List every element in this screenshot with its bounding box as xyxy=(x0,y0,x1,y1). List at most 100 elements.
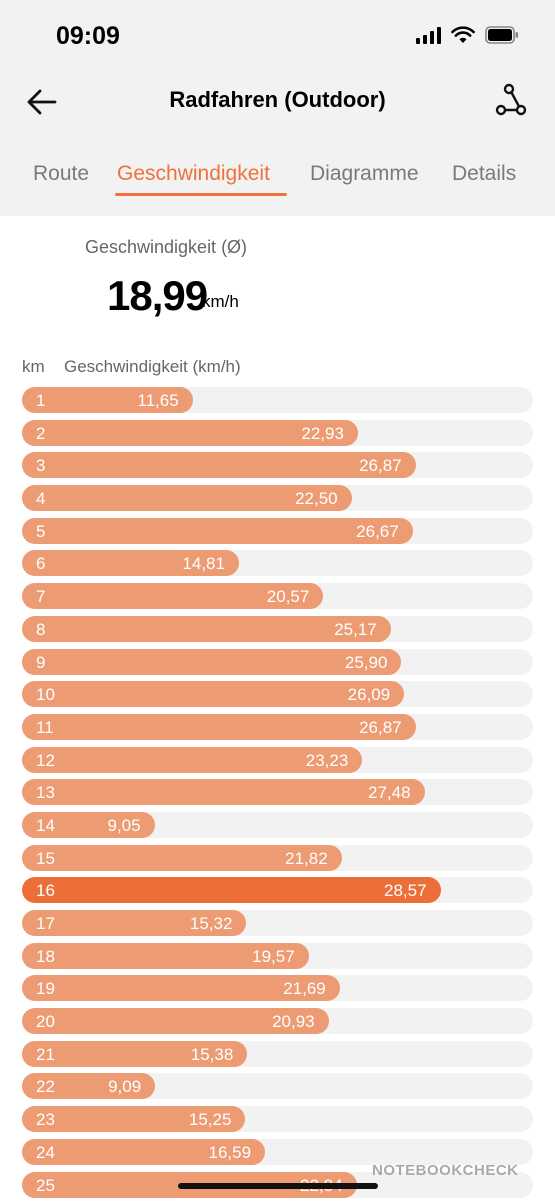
km-label: 21 xyxy=(36,1044,55,1064)
page-title: Radfahren (Outdoor) xyxy=(169,87,386,112)
speed-value: 26,87 xyxy=(359,456,402,476)
speed-row: 21 15,38 xyxy=(22,1040,533,1067)
speed-value: 16,59 xyxy=(208,1142,252,1162)
speed-bar: 4 22,50 xyxy=(22,485,352,512)
speed-row: 6 14,81 xyxy=(22,550,533,577)
speed-row: 4 22,50 xyxy=(22,485,533,512)
speed-value: 15,32 xyxy=(189,914,233,933)
speed-row: 1 11,65 xyxy=(22,387,533,413)
speed-value: 22,93 xyxy=(301,423,344,443)
speed-row: 22 9,09 xyxy=(22,1073,533,1100)
speed-bar: 3 26,87 xyxy=(22,452,416,479)
speed-value: 23,23 xyxy=(305,750,349,770)
speed-row: 19 21,69 xyxy=(22,975,533,1002)
km-label: 13 xyxy=(36,783,55,803)
speed-row: 24 16,59 xyxy=(22,1138,533,1165)
speed-bar: 12 23,23 xyxy=(22,746,363,773)
average-speed-unit: km/h xyxy=(202,292,239,311)
km-label: 24 xyxy=(36,1142,55,1162)
km-label: 25 xyxy=(36,1175,55,1195)
km-label: 20 xyxy=(36,1012,55,1032)
km-label: 23 xyxy=(36,1110,55,1130)
battery-icon xyxy=(485,26,518,44)
speed-value: 20,57 xyxy=(266,587,310,607)
speed-value: 25,17 xyxy=(334,619,377,639)
km-label: 14 xyxy=(36,815,55,835)
km-label: 16 xyxy=(36,881,55,901)
tab-speed[interactable]: Geschwindigkeit xyxy=(117,162,270,185)
speed-value: 14,81 xyxy=(182,554,225,574)
speed-bar: 16 28,57 xyxy=(22,877,441,904)
speed-value: 26,09 xyxy=(347,685,391,705)
km-label: 9 xyxy=(36,652,46,672)
km-label: 6 xyxy=(36,554,46,574)
speed-row: 14 9,05 xyxy=(22,811,533,838)
km-label: 22 xyxy=(36,1077,55,1097)
speed-value: 27,48 xyxy=(368,783,411,803)
speed-row: 8 25,17 xyxy=(22,615,533,642)
speed-value: 15,38 xyxy=(190,1044,234,1064)
km-label: 18 xyxy=(36,946,55,966)
speed-bar: 15 21,82 xyxy=(22,844,342,871)
speed-bar: 6 14,81 xyxy=(22,550,239,577)
speed-value: 28,57 xyxy=(384,881,427,901)
km-label: 12 xyxy=(36,750,55,770)
speed-row: 9 25,90 xyxy=(22,648,533,675)
average-speed-value: 18,99 xyxy=(107,272,208,319)
tab-details[interactable]: Details xyxy=(452,162,517,185)
cellular-signal-icon xyxy=(416,26,441,44)
tab-route[interactable]: Route xyxy=(33,162,90,185)
km-label: 4 xyxy=(36,489,46,509)
speed-value: 15,25 xyxy=(188,1110,232,1130)
speed-row: 12 23,23 xyxy=(22,746,533,773)
tab-bar: Route Geschwindigkeit Diagramme Details xyxy=(0,142,555,216)
speed-bar: 2 22,93 xyxy=(22,419,358,446)
column-header-km: km xyxy=(22,357,45,376)
speed-bar: 23 15,25 xyxy=(22,1106,246,1133)
app-header: Radfahren (Outdoor) xyxy=(0,72,555,142)
speed-value: 25,90 xyxy=(344,652,388,672)
speed-value: 21,69 xyxy=(283,979,326,999)
status-time: 09:09 xyxy=(56,22,120,50)
speed-row: 17 15,32 xyxy=(22,910,533,936)
speed-bar: 17 15,32 xyxy=(22,910,247,936)
route-icon[interactable] xyxy=(491,80,531,120)
speed-value: 26,87 xyxy=(359,717,402,737)
speed-row: 20 20,93 xyxy=(22,1008,533,1035)
speed-bar: 10 26,09 xyxy=(22,681,405,708)
speed-row: 18 19,57 xyxy=(22,942,533,969)
km-label: 2 xyxy=(36,423,46,443)
speed-row: 15 21,82 xyxy=(22,844,533,871)
speed-bar: 5 26,67 xyxy=(22,517,413,544)
speed-bar: 1 11,65 xyxy=(22,387,193,413)
speed-value: 19,57 xyxy=(252,946,295,966)
km-label: 5 xyxy=(36,521,46,541)
column-header-speed: Geschwindigkeit (km/h) xyxy=(64,357,241,376)
km-label: 10 xyxy=(36,685,55,705)
speed-bar: 20 20,93 xyxy=(22,1008,329,1035)
speed-row: 16 28,57 xyxy=(22,877,533,904)
speed-bar: 11 26,87 xyxy=(22,713,416,740)
speed-bar: 18 19,57 xyxy=(22,942,309,969)
speed-value: 11,65 xyxy=(137,391,179,410)
speed-bar: 13 27,48 xyxy=(22,779,425,806)
km-label: 8 xyxy=(36,619,46,639)
speed-row: 2 22,93 xyxy=(22,419,533,446)
active-tab-indicator xyxy=(115,193,287,196)
speed-value: 9,05 xyxy=(107,815,141,835)
km-label: 7 xyxy=(36,587,46,607)
speed-bar: 8 25,17 xyxy=(22,615,391,642)
back-arrow-icon[interactable] xyxy=(22,82,62,122)
km-label: 15 xyxy=(36,848,55,868)
speed-row: 23 15,25 xyxy=(22,1106,533,1133)
speed-bar: 14 9,05 xyxy=(22,811,155,838)
speed-row: 3 26,87 xyxy=(22,452,533,479)
speed-bar: 19 21,69 xyxy=(22,975,340,1002)
tab-charts[interactable]: Diagramme xyxy=(310,162,419,185)
speed-value: 20,93 xyxy=(272,1012,315,1032)
home-indicator xyxy=(178,1183,378,1189)
speed-bar: 24 16,59 xyxy=(22,1138,266,1165)
km-label: 11 xyxy=(36,717,54,737)
km-label: 17 xyxy=(36,914,55,933)
speed-bar: 9 25,90 xyxy=(22,648,402,675)
